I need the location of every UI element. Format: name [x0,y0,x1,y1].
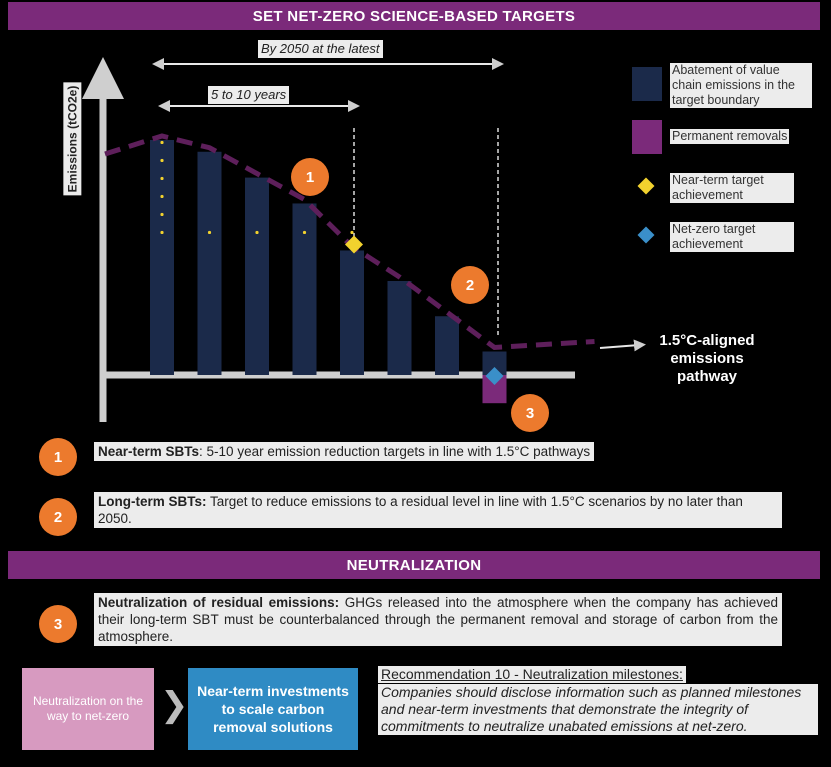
badge-1: 1 [39,438,77,476]
pathway-line [104,133,595,351]
recommendation-title: Recommendation 10 - Neutralization miles… [378,666,686,683]
near-term-dot [160,158,164,163]
emission-bar [292,203,317,375]
pathway-label: 1.5°C-aligned emissions pathway [659,332,755,385]
near-term-diamond-icon [345,235,363,254]
near-term-dot [160,176,164,181]
emission-bar [340,250,364,375]
near-term-title: Near-term SBTs [98,444,200,459]
legend-bar-swatch [632,67,662,101]
badge-2: 2 [39,498,77,536]
near-term-text: : 5-10 year emission reduction targets i… [199,444,591,459]
neutralization-row: Neutralization of residual emissions: GH… [94,593,782,646]
neutralization-text: GHGs released into the atmosphere when t… [98,595,778,644]
near-term-dot [302,230,307,235]
top-banner: SET NET-ZERO SCIENCE-BASED TARGETS [8,2,820,30]
badge-2-chart: 2 [451,266,489,304]
emission-bar [197,151,222,375]
emission-bar [150,140,174,375]
badge-3: 3 [39,605,77,643]
near-term-investments-box: Near-term investments to scale carbon re… [188,668,358,750]
long-span-label: By 2050 at the latest [258,40,383,58]
near-term-dot [207,230,212,235]
near-term-dot [160,230,164,235]
long-term-title: Long-term SBTs: [98,494,207,509]
emission-bar [482,351,507,375]
recommendation-body: Companies should disclose information su… [378,684,818,735]
neutralization-title: Neutralization of residual emissions: [98,595,340,610]
near-term-dot [350,230,354,235]
neutralization-pathway-box: Neutralization on the way to net-zero [22,668,154,750]
emission-bar [387,281,412,375]
near-term-row: Near-term SBTs: 5-10 year emission reduc… [94,442,595,461]
long-term-text: Target to reduce emissions to a residual… [98,494,743,526]
badge-1-chart: 1 [291,158,329,196]
legend-removal-swatch [632,120,662,154]
emission-bar [245,177,269,375]
near-term-dot [160,212,164,217]
near-span-label: 5 to 10 years [208,86,290,104]
net-zero-diamond-icon [485,367,504,385]
neutralization-banner: NEUTRALIZATION [8,551,820,579]
y-axis-label: Emissions (tCO2e) [63,82,82,196]
badge-3-chart: 3 [511,394,549,432]
legend-label-net-zero: Net-zero target achievement [670,222,794,252]
near-term-dot [160,194,164,199]
legend-label-near-term: Near-term target achievement [670,173,794,203]
emission-bar [435,316,459,375]
emissions-chart [82,57,646,422]
recommendation-block: Recommendation 10 - Neutralization miles… [378,666,818,735]
long-term-row: Long-term SBTs: Target to reduce emissio… [94,492,782,528]
near-term-dot [160,140,164,145]
legend-label-removals: Permanent removals [670,129,790,144]
pathway-ext-arrow [599,339,646,352]
chevron-right-icon: ❯ [160,686,189,724]
near-term-dot [255,230,259,235]
legend-label-abatement: Abatement of value chain emissions in th… [670,63,812,108]
